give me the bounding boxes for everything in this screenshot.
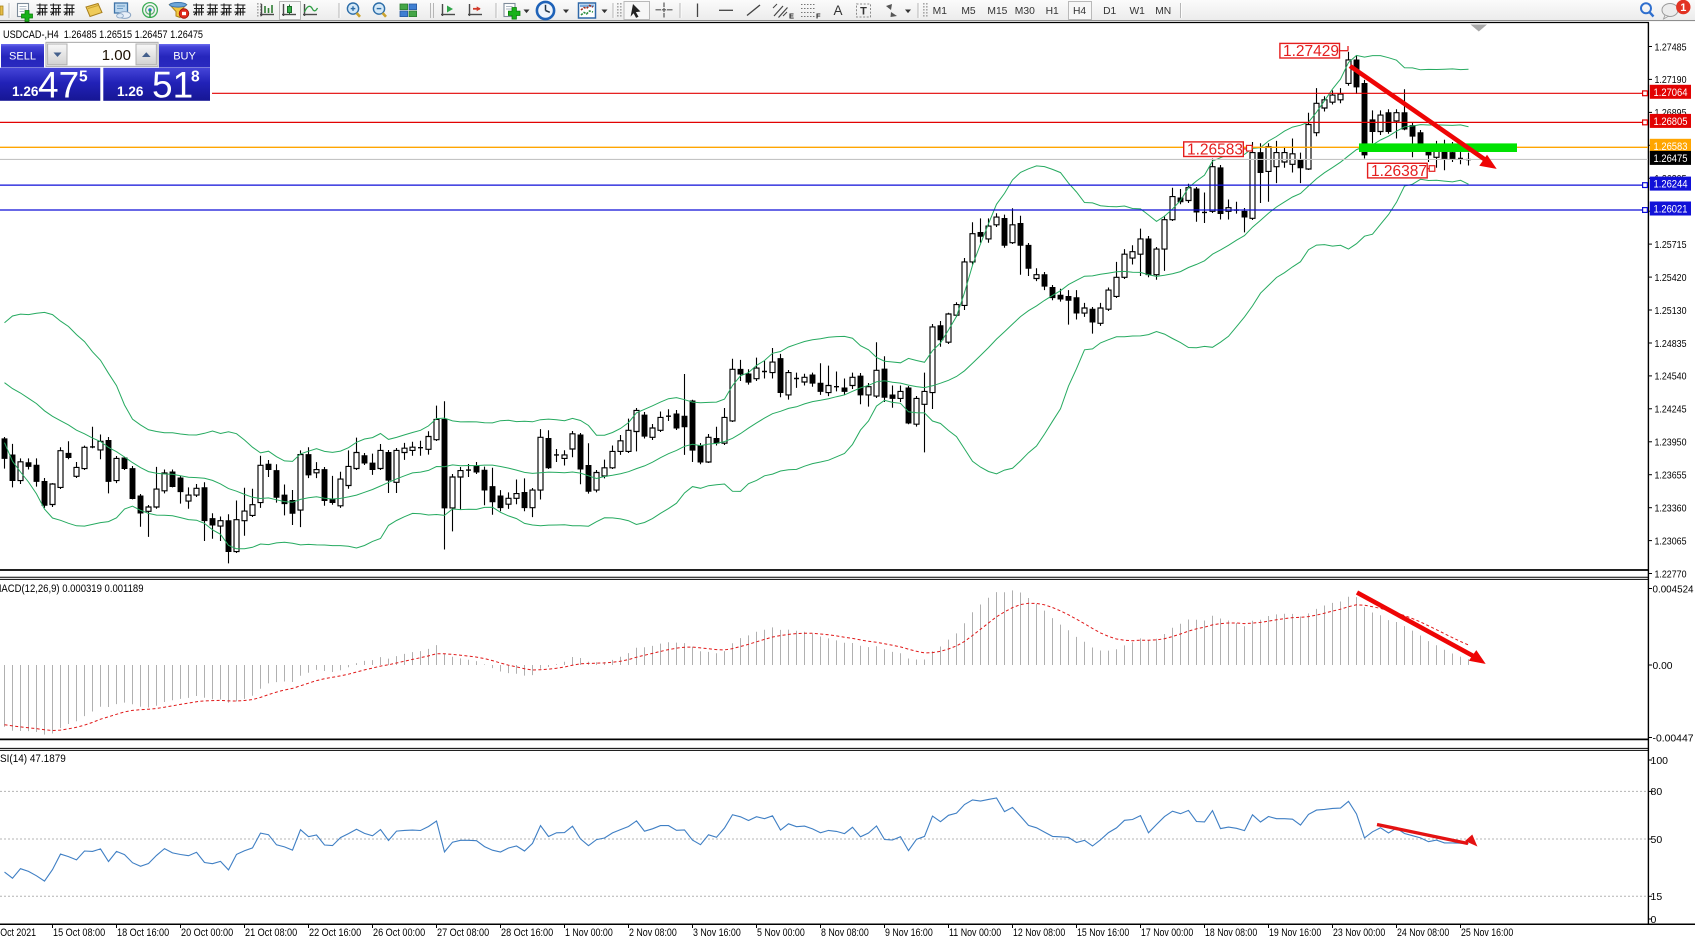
svg-text:3 Nov 16:00: 3 Nov 16:00 [693,927,741,938]
svg-text:0.004524: 0.004524 [1653,583,1694,595]
svg-text:USDCAD-,H4 1.26485 1.26515 1.: USDCAD-,H4 1.26485 1.26515 1.26457 1.264… [3,29,203,41]
svg-text:24 Nov 08:00: 24 Nov 08:00 [1397,927,1449,938]
svg-text:T: T [860,6,867,18]
svg-text:1.00: 1.00 [102,47,131,64]
svg-text:15 Nov 16:00: 15 Nov 16:00 [1077,927,1129,938]
svg-text:47: 47 [38,65,79,106]
svg-text:8 Nov 08:00: 8 Nov 08:00 [821,927,869,938]
svg-text:M15: M15 [987,6,1007,17]
svg-text:20 Oct 00:00: 20 Oct 00:00 [181,927,233,938]
svg-text:D1: D1 [1103,6,1116,17]
svg-text:15 Oct 08:00: 15 Oct 08:00 [53,927,105,938]
svg-text:M1: M1 [933,6,948,17]
svg-text:1.27429: 1.27429 [1283,43,1339,60]
svg-text:1.24835: 1.24835 [1655,338,1687,350]
svg-text:28 Oct 16:00: 28 Oct 16:00 [501,927,553,938]
svg-text:1.23655: 1.23655 [1655,470,1687,482]
svg-text:1.27485: 1.27485 [1655,41,1687,53]
svg-text:100: 100 [1651,755,1669,767]
svg-text:5 Nov 00:00: 5 Nov 00:00 [757,927,805,938]
svg-text:A: A [833,3,842,18]
svg-text:18 Nov 08:00: 18 Nov 08:00 [1205,927,1257,938]
svg-text:9 Nov 16:00: 9 Nov 16:00 [885,927,933,938]
svg-text:1.26583: 1.26583 [1654,141,1688,153]
svg-text:80: 80 [1651,786,1663,798]
svg-text:2 Nov 08:00: 2 Nov 08:00 [629,927,677,938]
svg-text:1.26244: 1.26244 [1654,179,1688,191]
svg-text:H1: H1 [1046,6,1059,17]
svg-text:W1: W1 [1129,6,1145,17]
svg-text:RSI(14) 47.1879: RSI(14) 47.1879 [0,753,66,765]
svg-text:12 Nov 08:00: 12 Nov 08:00 [1013,927,1065,938]
svg-text:0.00: 0.00 [1653,660,1673,672]
svg-text:H4: H4 [1073,6,1086,17]
svg-text:-0.00447: -0.00447 [1653,732,1694,744]
svg-text:1: 1 [1680,2,1686,14]
svg-text:1.27190: 1.27190 [1655,74,1687,86]
svg-text:BUY: BUY [173,51,196,63]
svg-text:19 Nov 16:00: 19 Nov 16:00 [1269,927,1321,938]
svg-text:M5: M5 [961,6,976,17]
svg-text:MACD(12,26,9) 0.000319 0.00118: MACD(12,26,9) 0.000319 0.001189 [0,583,144,595]
svg-text:50: 50 [1651,834,1663,846]
svg-text:8: 8 [191,69,200,86]
svg-text:1.25420: 1.25420 [1655,272,1687,284]
svg-text:1.27064: 1.27064 [1654,87,1688,99]
svg-text:27 Oct 08:00: 27 Oct 08:00 [437,927,489,938]
svg-text:18 Oct 16:00: 18 Oct 16:00 [117,927,169,938]
svg-text:1.26805: 1.26805 [1654,116,1688,128]
svg-text:1.22770: 1.22770 [1655,568,1687,580]
svg-text:21 Oct 08:00: 21 Oct 08:00 [245,927,297,938]
svg-text:23 Nov 00:00: 23 Nov 00:00 [1333,927,1385,938]
svg-text:17 Nov 00:00: 17 Nov 00:00 [1141,927,1193,938]
svg-text:1.23065: 1.23065 [1655,535,1687,547]
svg-text:SELL: SELL [9,51,36,63]
svg-text:F: F [816,12,821,21]
svg-text:1.25130: 1.25130 [1655,305,1687,317]
svg-text:M30: M30 [1015,6,1035,17]
svg-text:11 Nov 00:00: 11 Nov 00:00 [949,927,1001,938]
svg-text:MN: MN [1155,6,1171,17]
svg-text:1.25715: 1.25715 [1655,239,1687,251]
svg-text:5: 5 [79,69,88,86]
svg-text:1 Nov 00:00: 1 Nov 00:00 [565,927,613,938]
svg-text:26 Oct 00:00: 26 Oct 00:00 [373,927,425,938]
svg-text:1.24540: 1.24540 [1655,371,1687,383]
svg-text:1.26475: 1.26475 [1654,153,1688,165]
svg-text:1.26: 1.26 [117,84,144,99]
svg-text:0: 0 [1651,914,1657,926]
svg-text:1.26021: 1.26021 [1654,204,1688,216]
svg-text:E: E [789,12,794,21]
svg-text:1.23360: 1.23360 [1655,503,1687,515]
svg-text:1.23950: 1.23950 [1655,437,1687,449]
svg-text:22 Oct 16:00: 22 Oct 16:00 [309,927,361,938]
svg-text:51: 51 [152,65,193,106]
svg-text:1.24245: 1.24245 [1655,404,1687,416]
svg-text:1.26583: 1.26583 [1187,141,1243,158]
svg-text:14 Oct 2021: 14 Oct 2021 [0,927,36,938]
svg-text:1.26387: 1.26387 [1371,163,1427,180]
svg-text:25 Nov 16:00: 25 Nov 16:00 [1461,927,1513,938]
svg-text:1.26: 1.26 [12,84,39,99]
svg-text:15: 15 [1651,891,1663,903]
